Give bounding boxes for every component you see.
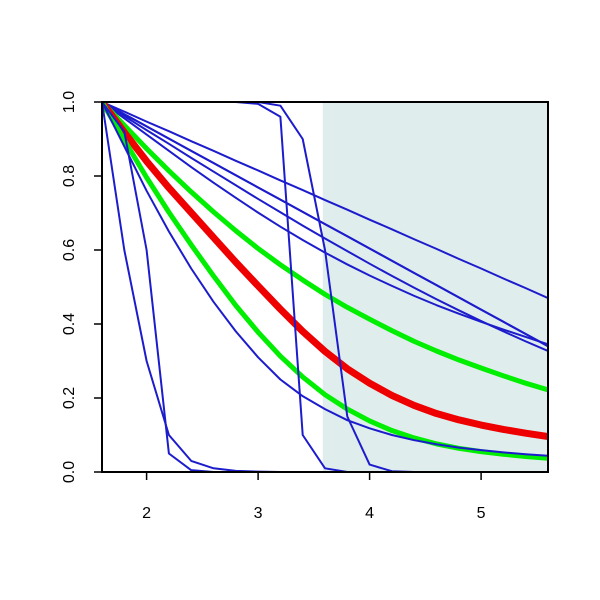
series-line-1 xyxy=(102,102,548,300)
series-line-3 xyxy=(102,102,548,348)
y-tick-label-3: 0.6 xyxy=(61,239,78,261)
x-tick-label-3: 5 xyxy=(477,505,486,522)
series-line-12 xyxy=(102,102,548,472)
series-line-4 xyxy=(102,102,548,353)
series-line-6 xyxy=(102,102,548,393)
y-tick-label-2: 0.4 xyxy=(61,313,78,335)
x-tick-label-2: 4 xyxy=(365,505,374,522)
series-line-10 xyxy=(102,102,548,472)
series-line-9 xyxy=(102,102,548,457)
series-line-7 xyxy=(102,102,548,440)
y-tick-label-4: 0.8 xyxy=(61,165,78,187)
y-tick-label-5: 1.0 xyxy=(61,91,78,113)
series-line-8 xyxy=(102,102,548,461)
series-line-13 xyxy=(102,102,548,472)
plot-frame xyxy=(101,101,549,473)
x-tick-label-0: 2 xyxy=(142,505,151,522)
series-group xyxy=(102,102,548,472)
y-tick-label-1: 0.2 xyxy=(61,387,78,409)
x-tick-label-1: 3 xyxy=(254,505,263,522)
y-tick-label-0: 0.0 xyxy=(61,461,78,483)
y-axis: 0.0 0.2 0.4 0.6 0.8 1.0 xyxy=(61,91,102,483)
x-axis: 2 3 4 5 xyxy=(142,472,486,522)
series-line-11 xyxy=(102,102,548,472)
